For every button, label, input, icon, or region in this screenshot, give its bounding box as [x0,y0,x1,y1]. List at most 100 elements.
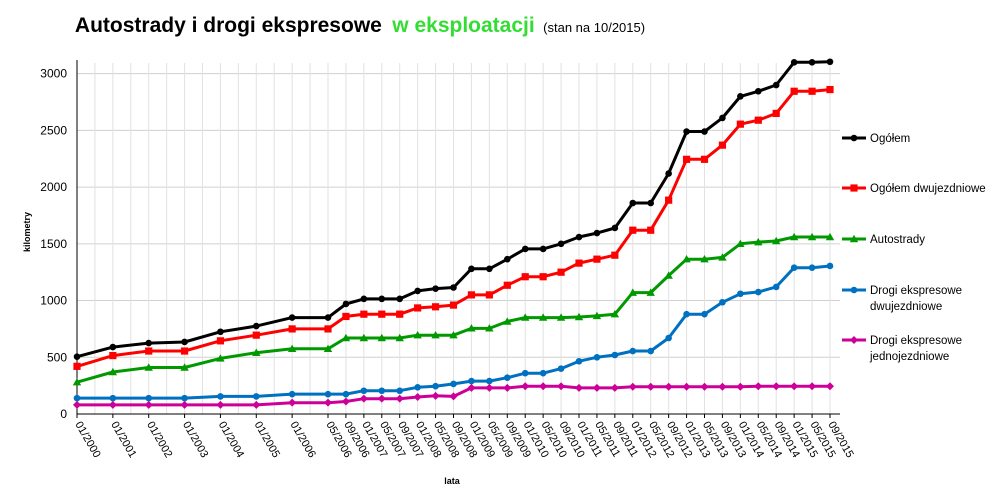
data-point [145,339,153,347]
data-point [180,363,189,371]
data-point [377,394,386,403]
data-point [395,333,404,342]
data-point [216,400,225,409]
data-point [575,357,583,365]
series-line [76,60,831,359]
data-point [467,291,476,299]
data-point [342,312,350,321]
series-2 [72,232,835,386]
data-point [73,353,81,361]
data-point [825,232,835,241]
data-point [521,382,530,391]
data-point [790,382,799,391]
data-point [252,393,260,400]
data-point [754,87,762,95]
data-point [217,393,224,400]
data-point [503,374,511,381]
data-point [413,330,422,339]
data-point [521,245,529,253]
data-point [450,284,457,291]
data-point [431,303,440,311]
data-point [807,232,817,241]
data-point [396,295,404,303]
data-point [808,382,817,391]
data-point [449,330,458,339]
data-point [432,285,439,292]
data-point [360,387,368,395]
data-point [718,141,727,149]
data-point [395,394,404,403]
data-point [611,251,619,259]
data-point [700,155,709,163]
data-point [808,264,816,271]
data-point [737,290,744,298]
legend: Ogółem Ogółem dwujezdniowe Autostrady Drogi… [842,133,986,363]
data-point [772,283,780,291]
data-point [180,347,189,355]
data-point [449,301,458,309]
legend-label: Autostrady [870,234,925,246]
data-point [826,262,834,270]
chart-title-accent: w eksploatacji [391,14,534,37]
data-point [216,337,225,345]
legend-label: Drogi ekspresowe [870,335,962,347]
data-point [682,254,691,263]
data-point [646,382,655,391]
data-point [288,325,296,333]
data-point [181,338,188,346]
data-point [432,382,439,390]
data-point [414,287,421,295]
data-point [575,383,583,392]
data-point [593,353,601,361]
legend-item-4: Drogi ekspresowe jednojezdniowe [842,335,962,363]
data-point [73,394,81,402]
data-point [216,354,225,362]
data-point [109,351,117,360]
data-point [628,382,637,391]
data-point [539,245,547,253]
data-point [772,236,781,245]
data-point [108,400,117,409]
data-point [665,170,672,177]
data-point [414,304,422,312]
data-point [754,116,762,124]
data-point [468,377,475,385]
data-point [486,377,493,385]
x-tick-label: 01/2000 [72,420,102,460]
data-point [826,58,834,66]
data-point [683,310,690,318]
data-point [593,229,601,237]
data-point [754,237,763,246]
data-point [72,378,82,386]
data-point [108,367,118,376]
data-point [180,400,189,409]
data-point [808,87,816,95]
data-point [539,382,548,391]
data-point [503,317,512,325]
data-point [719,114,726,122]
data-point [790,87,798,95]
data-point [701,128,708,135]
legend-swatch-marker [850,336,858,344]
data-point [574,312,584,321]
legend-item-0: Ogółem [842,133,910,145]
data-point [485,383,494,392]
chart-subtitle: (stan na 10/2015) [543,20,645,35]
data-point [521,273,529,281]
data-point [378,387,386,395]
legend-item-1: Ogółem dwujezdniowe [842,183,986,195]
data-point [468,265,475,273]
data-point [628,288,637,296]
data-point [754,288,762,296]
data-point [413,392,422,401]
data-point [521,313,530,321]
data-point [701,310,708,318]
y-axis-label: kilometry [22,212,32,252]
chart-title-main: Autostrady i drogi ekspresowe [75,14,382,37]
data-point [324,314,332,321]
data-point [539,369,547,377]
x-axis-label: lata [444,476,461,486]
x-tick-label: 01/2002 [144,420,174,460]
data-point [557,268,565,276]
